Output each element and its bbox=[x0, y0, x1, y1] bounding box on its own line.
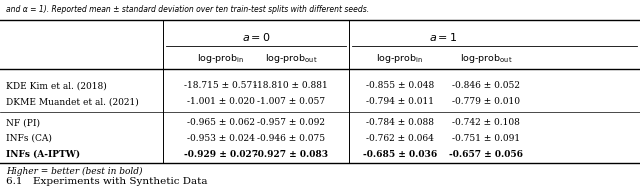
Text: -1.001 ± 0.020: -1.001 ± 0.020 bbox=[187, 97, 255, 106]
Text: -0.685 ± 0.036: -0.685 ± 0.036 bbox=[363, 149, 437, 159]
Text: -0.855 ± 0.048: -0.855 ± 0.048 bbox=[366, 81, 434, 91]
Text: -0.657 ± 0.056: -0.657 ± 0.056 bbox=[449, 149, 524, 159]
Text: -0.794 ± 0.011: -0.794 ± 0.011 bbox=[366, 97, 434, 106]
Text: $a = 0$: $a = 0$ bbox=[242, 31, 270, 43]
Text: -0.784 ± 0.088: -0.784 ± 0.088 bbox=[366, 118, 434, 127]
Text: NF (PI): NF (PI) bbox=[6, 118, 40, 127]
Text: log-prob$_{\rm in}$: log-prob$_{\rm in}$ bbox=[197, 52, 244, 65]
Text: -0.957 ± 0.092: -0.957 ± 0.092 bbox=[257, 118, 325, 127]
Text: log-prob$_{\rm in}$: log-prob$_{\rm in}$ bbox=[376, 52, 424, 65]
Text: -0.929 ± 0.027: -0.929 ± 0.027 bbox=[184, 149, 258, 159]
Text: -0.953 ± 0.024: -0.953 ± 0.024 bbox=[187, 134, 255, 143]
Text: -0.779 ± 0.010: -0.779 ± 0.010 bbox=[452, 97, 520, 106]
Text: -1.007 ± 0.057: -1.007 ± 0.057 bbox=[257, 97, 325, 106]
Text: -0.751 ± 0.091: -0.751 ± 0.091 bbox=[452, 134, 520, 143]
Text: DKME Muandet et al. (2021): DKME Muandet et al. (2021) bbox=[6, 97, 139, 106]
Text: INFs (A-IPTW): INFs (A-IPTW) bbox=[6, 149, 81, 159]
Text: -0.927 ± 0.083: -0.927 ± 0.083 bbox=[254, 149, 328, 159]
Text: log-prob$_{\rm out}$: log-prob$_{\rm out}$ bbox=[265, 52, 317, 65]
Text: INFs (CA): INFs (CA) bbox=[6, 134, 52, 143]
Text: -0.965 ± 0.062: -0.965 ± 0.062 bbox=[187, 118, 255, 127]
Text: log-prob$_{\rm out}$: log-prob$_{\rm out}$ bbox=[460, 52, 513, 65]
Text: and α = 1). Reported mean ± standard deviation over ten train-test splits with d: and α = 1). Reported mean ± standard dev… bbox=[6, 5, 369, 14]
Text: -0.846 ± 0.052: -0.846 ± 0.052 bbox=[452, 81, 520, 91]
Text: -0.946 ± 0.075: -0.946 ± 0.075 bbox=[257, 134, 325, 143]
Text: $a = 1$: $a = 1$ bbox=[429, 31, 458, 43]
Text: -0.742 ± 0.108: -0.742 ± 0.108 bbox=[452, 118, 520, 127]
Text: Higher = better (best in bold): Higher = better (best in bold) bbox=[6, 167, 143, 176]
Text: 6.1  Experiments with Synthetic Data: 6.1 Experiments with Synthetic Data bbox=[6, 177, 208, 186]
Text: -18.715 ± 0.571: -18.715 ± 0.571 bbox=[184, 81, 258, 91]
Text: -0.762 ± 0.064: -0.762 ± 0.064 bbox=[366, 134, 434, 143]
Text: KDE Kim et al. (2018): KDE Kim et al. (2018) bbox=[6, 81, 107, 91]
Text: -18.810 ± 0.881: -18.810 ± 0.881 bbox=[254, 81, 328, 91]
